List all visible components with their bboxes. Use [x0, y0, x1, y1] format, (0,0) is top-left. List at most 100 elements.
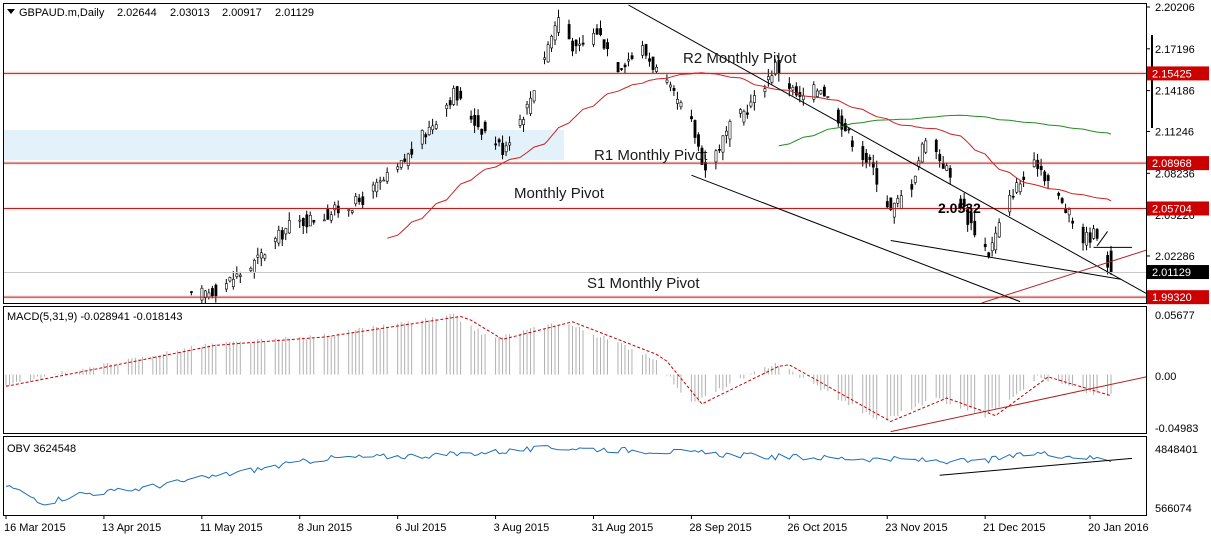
time-axis-tick: 21 Dec 2015: [983, 522, 1045, 534]
candle-body: [1018, 183, 1022, 193]
candle-body: [641, 45, 644, 56]
target-price-label: 2.0532: [938, 200, 981, 216]
candle-body: [606, 42, 609, 50]
candle-body: [259, 252, 263, 259]
candle-body: [211, 288, 214, 297]
candle-body: [543, 57, 547, 60]
candle-body: [403, 158, 407, 162]
candle-body: [424, 134, 428, 138]
candle-body: [767, 76, 770, 81]
candle-body: [1064, 208, 1068, 213]
candle-body: [249, 267, 253, 271]
time-axis-tick: 16 Mar 2015: [4, 522, 66, 534]
candle-body: [567, 24, 571, 40]
candle-body: [529, 97, 533, 114]
candle-body: [679, 102, 683, 108]
candle-body: [1046, 175, 1050, 181]
candle-body: [868, 157, 872, 161]
candle-body: [284, 228, 288, 235]
candle-body: [410, 148, 414, 155]
candle-body: [819, 90, 823, 95]
candle-body: [812, 84, 816, 100]
candle-body: [204, 290, 207, 298]
channel-lower-line: [691, 174, 1021, 303]
candle-body: [354, 196, 358, 204]
obv-pane[interactable]: [3, 436, 1147, 516]
chart-menu-arrow-icon[interactable]: [7, 9, 15, 14]
macd-pane[interactable]: [3, 306, 1147, 434]
rising-trend-line: [981, 249, 1147, 304]
price-axis-tick: 2.02286: [1155, 251, 1195, 263]
candle-body: [795, 86, 798, 96]
candle-body: [599, 28, 602, 35]
candle-body: [1036, 159, 1040, 169]
candle-body: [938, 153, 942, 162]
candle-body: [235, 273, 239, 277]
candle-body: [1015, 182, 1019, 193]
header-close: 2.01129: [275, 7, 314, 19]
candle-body: [910, 184, 914, 190]
candle-body: [525, 103, 529, 109]
candle-body: [361, 196, 365, 205]
candle-body: [214, 284, 218, 296]
candle-body: [396, 166, 400, 170]
candle-body: [655, 67, 658, 72]
candle-body: [774, 61, 777, 75]
candle-body: [326, 208, 330, 220]
obv-label: OBV 3624548: [7, 443, 76, 455]
macd-signal-line: [5, 315, 1112, 423]
macd-tick: 0.00: [1155, 371, 1176, 383]
candle-body: [651, 56, 655, 70]
time-axis-tick: 11 May 2015: [200, 522, 263, 534]
price-axis-tick: 2.11246: [1155, 126, 1194, 138]
candle-body: [885, 201, 889, 208]
candle-body: [232, 279, 235, 287]
candle-body: [557, 17, 561, 33]
candle-body: [228, 277, 232, 282]
candle-body: [973, 220, 977, 236]
candle-body: [427, 126, 431, 136]
candle-body: [840, 115, 844, 130]
price-axis-tick: 2.17196: [1155, 44, 1195, 56]
price-axis-tick: 2.08236: [1155, 168, 1195, 180]
candle-body: [948, 168, 952, 178]
candle-body: [483, 121, 487, 132]
candle-body: [256, 254, 260, 258]
candle-body: [497, 139, 501, 143]
moving-average-fast: [387, 72, 1112, 239]
candle-body: [308, 214, 312, 227]
candle-body: [669, 84, 672, 88]
candle-body: [200, 287, 204, 301]
candle-body: [1057, 192, 1061, 196]
channel-upper-line: [628, 4, 1147, 294]
candle-body: [924, 140, 928, 153]
candle-body: [770, 75, 774, 83]
candle-body: [875, 168, 879, 185]
candle-body: [399, 160, 403, 168]
r2-pivot-label: R2 Monthly Pivot: [683, 50, 797, 67]
candle-body: [406, 153, 410, 166]
candle-body: [375, 182, 379, 193]
candle-body: [676, 99, 679, 104]
candle-body: [431, 125, 435, 131]
candle-body: [969, 212, 973, 224]
candle-body: [623, 64, 627, 68]
candle-body: [616, 62, 620, 73]
candle-body: [899, 195, 903, 209]
obv-tick: 4848401: [1155, 444, 1198, 456]
time-axis-tick: 26 Oct 2015: [787, 522, 847, 534]
candle-body: [704, 162, 707, 171]
candle-body: [749, 101, 753, 107]
candle-body: [347, 209, 351, 211]
candle-body: [690, 116, 693, 120]
candle-body: [581, 42, 585, 45]
candle-body: [917, 160, 921, 167]
candle-body: [847, 128, 851, 131]
time-axis-tick: 8 Jun 2015: [298, 522, 352, 534]
header-low: 2.00917: [222, 7, 262, 19]
candle-body: [941, 163, 945, 169]
candle-body: [1043, 171, 1047, 182]
candle-body: [725, 130, 728, 136]
candle-body: [546, 44, 550, 63]
